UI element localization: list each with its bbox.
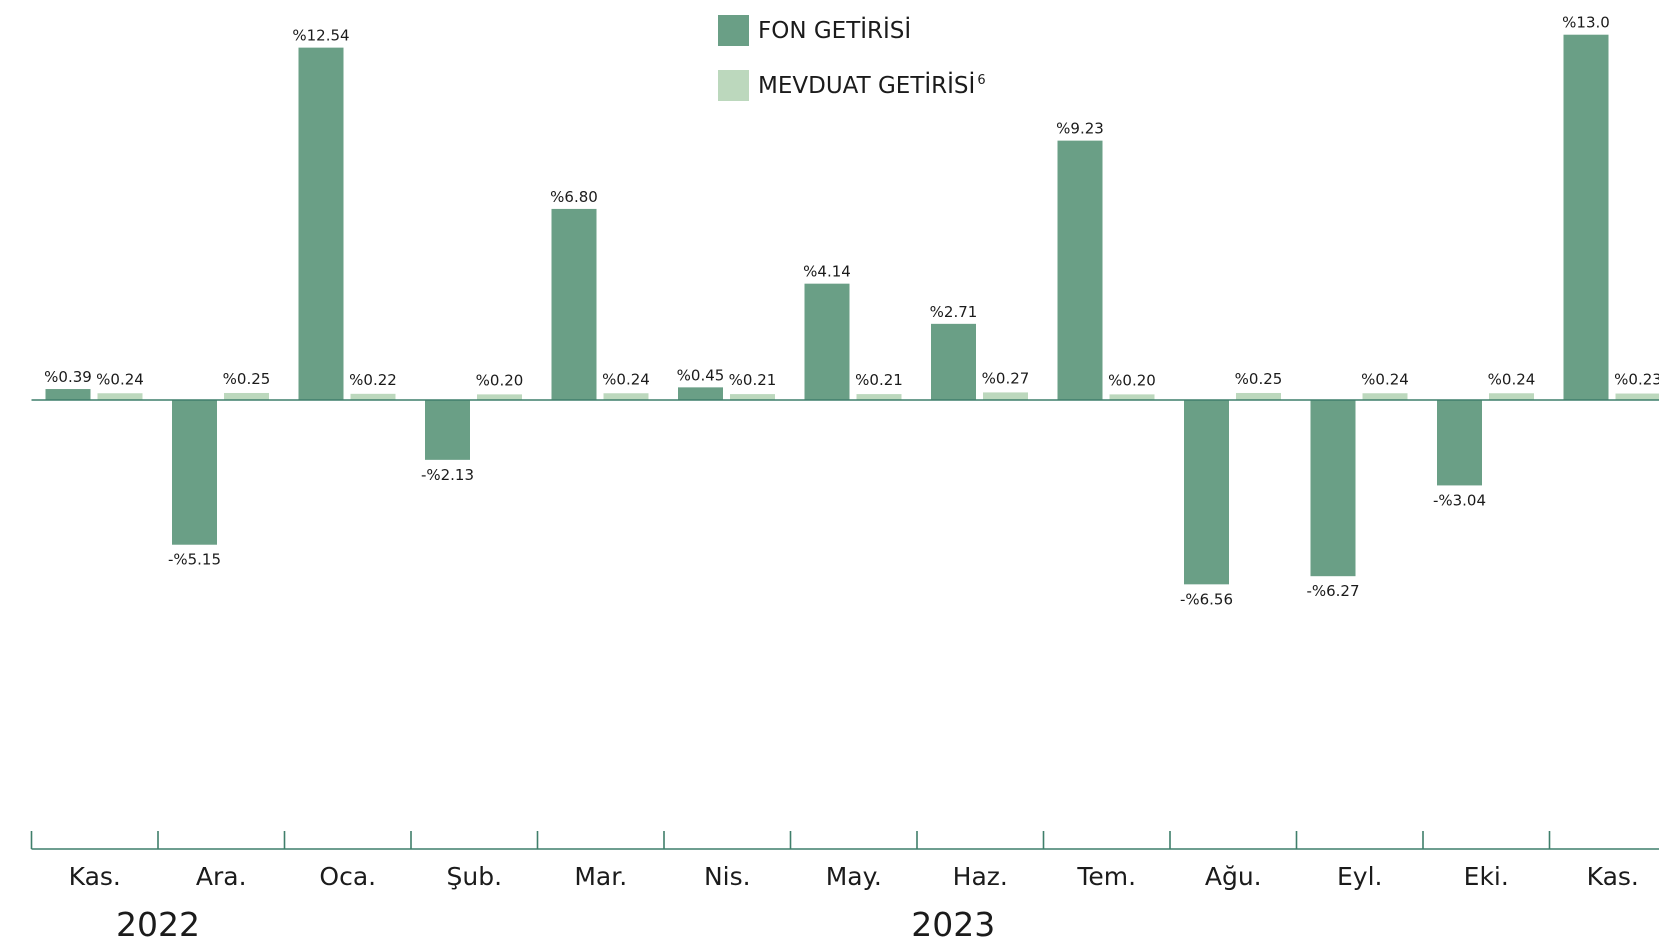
mevduat-bar-12 xyxy=(1615,393,1659,400)
mevduat-data-label-11: %0.24 xyxy=(1488,370,1536,388)
fon-bar-6 xyxy=(804,283,850,400)
legend-label-1: MEVDUAT GETİRİSİ 6 xyxy=(758,71,986,99)
fon-bar-9 xyxy=(1184,400,1229,585)
mevduat-bar-0 xyxy=(97,393,143,400)
mevduat-data-label-2: %0.22 xyxy=(349,371,397,389)
mevduat-bar-2 xyxy=(350,393,396,400)
fon-data-label-2: %12.54 xyxy=(292,27,349,45)
month-tick-label-7: Haz. xyxy=(953,862,1008,891)
mevduat-bar-3 xyxy=(477,394,522,400)
month-tick-label-3: Şub. xyxy=(446,862,502,891)
mevduat-bar-9 xyxy=(1236,392,1281,400)
fon-bar-11 xyxy=(1437,400,1482,486)
fon-data-label-7: %2.71 xyxy=(930,303,978,321)
year-label-2022: 2022 xyxy=(116,905,200,944)
month-tick-label-1: Ara. xyxy=(196,862,247,891)
fon-bar-1 xyxy=(172,400,217,545)
mevduat-data-label-7: %0.27 xyxy=(982,369,1030,387)
mevduat-data-label-1: %0.25 xyxy=(223,370,271,388)
legend-label-0: FON GETİRİSİ xyxy=(758,16,911,44)
mevduat-bar-4 xyxy=(603,393,649,400)
fon-data-label-4: %6.80 xyxy=(550,188,598,206)
fon-bar-10 xyxy=(1310,400,1356,577)
legend-label-text-0: FON GETİRİSİ xyxy=(758,16,911,44)
legend: FON GETİRİSİ MEVDUAT GETİRİSİ 6 xyxy=(718,15,986,101)
legend-swatch-0 xyxy=(718,15,749,46)
fon-bar-4 xyxy=(551,208,597,400)
month-tick-label-2: Oca. xyxy=(319,862,376,891)
mevduat-data-label-0: %0.24 xyxy=(96,370,144,388)
mevduat-data-label-10: %0.24 xyxy=(1361,370,1409,388)
legend-label-text-1: MEVDUAT GETİRİSİ xyxy=(758,71,975,99)
month-tick-label-9: Ağu. xyxy=(1205,862,1262,891)
month-tick-label-6: May. xyxy=(826,862,882,891)
mevduat-data-label-8: %0.20 xyxy=(1108,371,1156,389)
fon-data-label-1: -%5.15 xyxy=(168,551,221,569)
fon-data-label-3: -%2.13 xyxy=(421,466,474,484)
mevduat-data-label-6: %0.21 xyxy=(855,371,903,389)
mevduat-bar-5 xyxy=(730,394,775,400)
data-labels-group: %0.39 %0.24-%5.15%0.25%12.54%0.22-%2.13%0… xyxy=(44,14,1659,609)
fon-bar-12 xyxy=(1563,34,1609,400)
fon-bar-7 xyxy=(931,323,976,400)
fon-data-label-0: %0.39 xyxy=(44,368,92,386)
mevduat-data-label-5: %0.21 xyxy=(729,371,777,389)
month-tick-label-12: Kas. xyxy=(1587,862,1639,891)
month-tick-label-0: Kas. xyxy=(69,862,121,891)
mevduat-bar-6 xyxy=(856,394,902,400)
fon-bar-2 xyxy=(298,47,344,400)
mevduat-data-label-3: %0.20 xyxy=(476,371,524,389)
fon-data-label-12: %13.0 xyxy=(1562,14,1610,32)
fon-bar-5 xyxy=(678,387,723,400)
month-tick-label-5: Nis. xyxy=(704,862,751,891)
month-tick-label-10: Eyl. xyxy=(1337,862,1382,891)
mevduat-bar-7 xyxy=(983,392,1028,400)
legend-swatch-1 xyxy=(718,70,749,101)
mevduat-data-label-9: %0.25 xyxy=(1235,370,1283,388)
fon-data-label-8: %9.23 xyxy=(1056,120,1104,138)
fon-data-label-9: -%6.56 xyxy=(1180,590,1233,608)
mevduat-data-label-4: %0.24 xyxy=(602,370,650,388)
fon-data-label-11: -%3.04 xyxy=(1433,491,1486,509)
mevduat-bar-1 xyxy=(224,392,269,400)
bars-group xyxy=(45,34,1659,585)
mevduat-data-label-12: %0.23 xyxy=(1614,371,1659,389)
legend-footnote-marker: 6 xyxy=(977,73,985,88)
mevduat-bar-8 xyxy=(1109,394,1155,400)
axes-group: Kas. Ara. Oca. Şub. Mar. Nis. May. Haz. Tem. Ağu.… xyxy=(30,399,1659,944)
month-tick-label-11: Eki. xyxy=(1464,862,1509,891)
year-label-2023: 2023 xyxy=(911,905,995,944)
fon-data-label-6: %4.14 xyxy=(803,263,851,281)
fon-data-label-5: %0.45 xyxy=(677,366,725,384)
mevduat-bar-10 xyxy=(1362,393,1408,400)
fon-data-label-10: -%6.27 xyxy=(1306,582,1359,600)
fon-bar-0 xyxy=(45,389,91,400)
month-tick-label-8: Tem. xyxy=(1076,862,1136,891)
month-tick-label-4: Mar. xyxy=(574,862,627,891)
fon-bar-8 xyxy=(1057,140,1103,400)
mevduat-bar-11 xyxy=(1489,393,1534,400)
fon-bar-3 xyxy=(425,400,470,460)
